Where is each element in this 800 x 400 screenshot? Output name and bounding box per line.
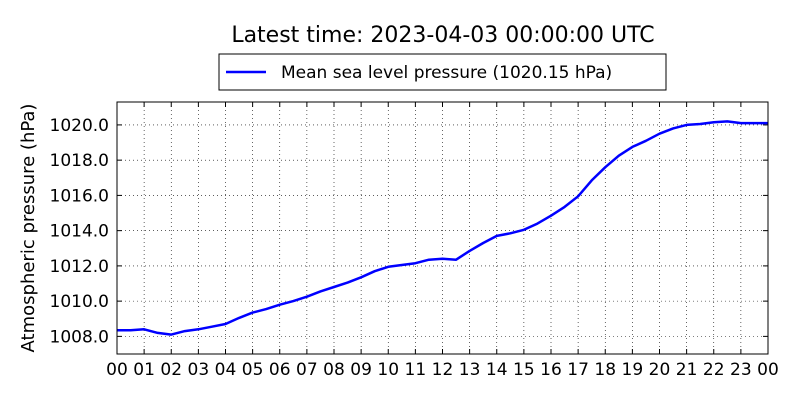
legend-box xyxy=(218,53,667,91)
x-tick-label: 13 xyxy=(459,360,481,380)
y-tick-label: 1008.0 xyxy=(50,327,109,347)
x-tick-label: 12 xyxy=(432,360,454,380)
chart-title: Latest time: 2023-04-03 00:00:00 UTC xyxy=(231,23,654,48)
gridlines xyxy=(117,102,768,354)
x-tick-label: 11 xyxy=(405,360,427,380)
x-tick-label: 03 xyxy=(188,360,210,380)
y-axis-label: Atmospheric pressure (hPa) xyxy=(18,104,39,353)
x-tick-label: 18 xyxy=(594,360,616,380)
x-tick-label: 16 xyxy=(540,360,562,380)
legend: Mean sea level pressure (1020.15 hPa) xyxy=(218,53,667,91)
x-tick-label: 20 xyxy=(649,360,671,380)
x-tick-label: 15 xyxy=(513,360,535,380)
x-tick-label: 10 xyxy=(377,360,399,380)
x-tick-label: 09 xyxy=(350,360,372,380)
axis-ticks: 00 01 02 03 04 05 06 07 08 09 10 11 12 13 14 15 16 17 18 19… xyxy=(50,102,779,380)
x-tick-label: 06 xyxy=(269,360,291,380)
x-tick-label: 14 xyxy=(486,360,508,380)
y-tick-label: 1016.0 xyxy=(50,186,109,206)
y-tick-label: 1020.0 xyxy=(50,116,109,136)
x-tick-label: 05 xyxy=(242,360,264,380)
y-tick-label: 1018.0 xyxy=(50,151,109,171)
x-tick-label: 01 xyxy=(133,360,155,380)
series-layer xyxy=(117,120,768,336)
x-tick-label: 17 xyxy=(567,360,589,380)
x-tick-label: 19 xyxy=(622,360,644,380)
series-line-mslp xyxy=(117,120,768,336)
x-tick-label: 08 xyxy=(323,360,345,380)
x-tick-label: 22 xyxy=(703,360,725,380)
x-tick-label: 07 xyxy=(296,360,318,380)
x-tick-label: 00 xyxy=(757,360,779,380)
y-tick-label: 1014.0 xyxy=(50,222,109,242)
x-tick-label: 02 xyxy=(160,360,182,380)
x-tick-label: 04 xyxy=(215,360,237,380)
y-tick-label: 1012.0 xyxy=(50,257,109,277)
y-tick-label: 1010.0 xyxy=(50,292,109,312)
x-tick-label: 00 xyxy=(106,360,128,380)
legend-label: Mean sea level pressure (1020.15 hPa) xyxy=(281,63,612,83)
x-tick-label: 21 xyxy=(676,360,698,380)
plot-frame xyxy=(116,101,769,355)
x-tick-label: 23 xyxy=(730,360,752,380)
